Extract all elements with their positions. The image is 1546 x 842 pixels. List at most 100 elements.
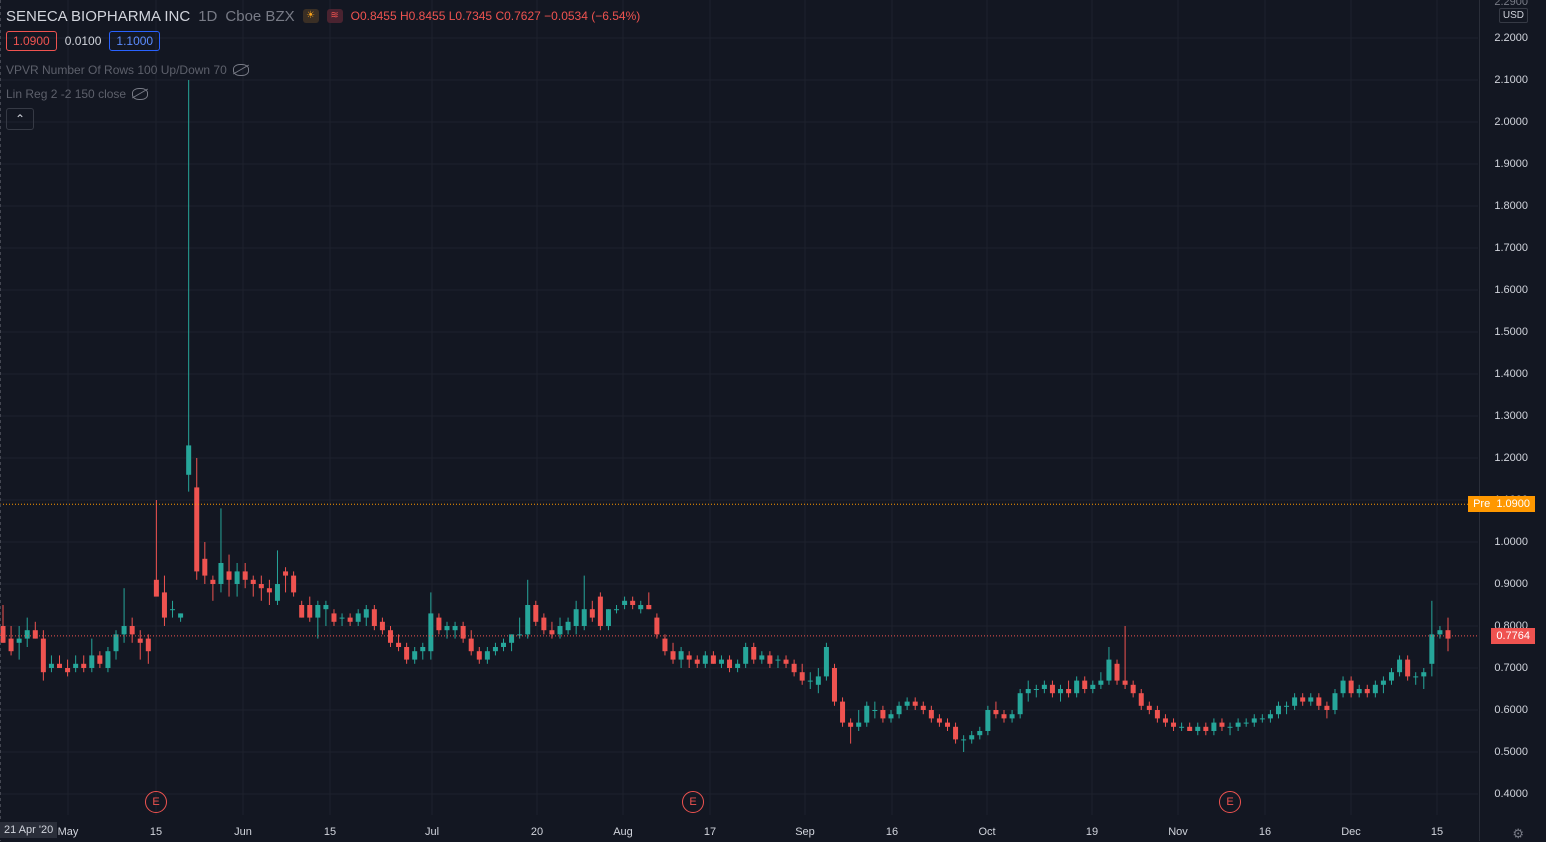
candle	[557, 617, 563, 639]
candle	[1267, 710, 1273, 723]
candle-body	[468, 638, 474, 652]
candle-body	[767, 655, 773, 664]
candle	[807, 672, 813, 689]
candle-body	[218, 563, 224, 584]
chart-grid	[0, 0, 1478, 815]
candle	[331, 609, 337, 626]
candle	[1009, 710, 1015, 723]
candle-body	[1380, 680, 1386, 685]
candle	[274, 550, 280, 605]
candle-body	[476, 651, 482, 660]
candle-body	[460, 626, 466, 639]
candle	[412, 647, 418, 664]
earnings-marker[interactable]: E	[1219, 791, 1241, 813]
candle-body	[1122, 680, 1128, 685]
signal-icon[interactable]: ≋	[326, 9, 343, 23]
candle-body	[1308, 697, 1314, 702]
candle-body	[1058, 689, 1064, 694]
indicator-linreg[interactable]: Lin Reg 2 -2 150 close	[6, 87, 149, 101]
interval-label[interactable]: 1D	[198, 7, 218, 25]
candle-body	[40, 638, 46, 673]
candle	[468, 630, 474, 656]
symbol-name[interactable]: SENECA BIOPHARMA INC	[6, 7, 191, 25]
collapse-legend-button[interactable]: ⌃	[6, 108, 34, 130]
currency-label[interactable]: USD	[1498, 8, 1528, 23]
sun-icon[interactable]: ☀	[302, 9, 319, 23]
candle	[291, 571, 297, 597]
buy-button[interactable]: 1.1000	[109, 31, 161, 51]
candle	[202, 542, 208, 584]
ohlc-values: O0.8455 H0.8455 L0.7345 C0.7627 −0.0534 …	[351, 9, 641, 23]
candle-body	[1106, 659, 1112, 681]
candle	[727, 655, 733, 673]
candle	[404, 642, 410, 664]
trade-buttons: 1.0900 0.0100 1.1000	[6, 31, 161, 51]
candle	[533, 600, 539, 626]
candle	[1397, 655, 1403, 677]
candle-body	[1259, 718, 1265, 720]
price-tick-label-cut: 2.2900	[1494, 0, 1528, 8]
candle-body	[1445, 630, 1451, 639]
candle-body	[1397, 659, 1403, 673]
ohlc-open: O0.8455	[350, 9, 397, 23]
candle	[161, 575, 167, 626]
candle	[121, 588, 127, 643]
candle-body	[258, 584, 264, 589]
candle-body	[969, 735, 975, 740]
candle	[993, 701, 999, 719]
candle	[48, 655, 54, 673]
candle	[1284, 701, 1290, 715]
candle-body	[363, 609, 369, 618]
candle-body	[65, 668, 71, 673]
candle	[888, 710, 894, 723]
candle	[1324, 701, 1330, 719]
earnings-marker[interactable]: E	[145, 791, 167, 813]
candle	[694, 655, 700, 668]
candle-body	[864, 705, 870, 723]
candle-body	[170, 609, 176, 611]
indicator-vpvr[interactable]: VPVR Number Of Rows 100 Up/Down 70	[6, 63, 249, 77]
candle-body	[1243, 722, 1249, 724]
candle	[1251, 714, 1257, 727]
price-axis[interactable]: USD	[1479, 0, 1546, 841]
hidden-eye-icon[interactable]	[232, 64, 249, 76]
candle	[218, 508, 224, 593]
price-tick-label: 1.6000	[1494, 284, 1528, 296]
candle	[1017, 689, 1023, 719]
candle-body	[57, 663, 63, 668]
sell-button[interactable]: 1.0900	[6, 31, 57, 51]
candle	[977, 726, 983, 740]
candle-body	[202, 558, 208, 576]
candle	[1049, 680, 1055, 698]
candle-body	[1421, 672, 1427, 677]
candle-body	[234, 571, 240, 584]
candle-body	[630, 600, 636, 605]
candle	[944, 718, 950, 731]
candle-body	[517, 634, 523, 636]
candle-body	[743, 647, 749, 664]
candle-body	[1138, 693, 1144, 706]
candle	[299, 600, 305, 618]
candle-body	[1372, 684, 1378, 694]
candle-body	[299, 605, 305, 618]
candle	[347, 613, 353, 626]
candle-body	[501, 642, 507, 647]
pre-value: 1.0900	[1496, 498, 1530, 511]
candle-body	[283, 571, 289, 576]
candle	[1219, 718, 1225, 731]
settings-gear-icon[interactable]: ⚙	[1512, 826, 1524, 841]
candle-body	[605, 609, 611, 626]
candle	[702, 651, 708, 668]
candle-body	[622, 600, 628, 605]
candle-body	[581, 609, 587, 626]
hidden-eye-icon[interactable]	[132, 88, 149, 100]
candle	[40, 630, 46, 681]
candle-body	[541, 617, 547, 631]
candle-body	[1066, 689, 1072, 694]
candle	[775, 655, 781, 668]
candle-body	[1074, 680, 1080, 694]
candle	[985, 705, 991, 736]
earnings-marker[interactable]: E	[682, 791, 704, 813]
candle	[476, 647, 482, 664]
